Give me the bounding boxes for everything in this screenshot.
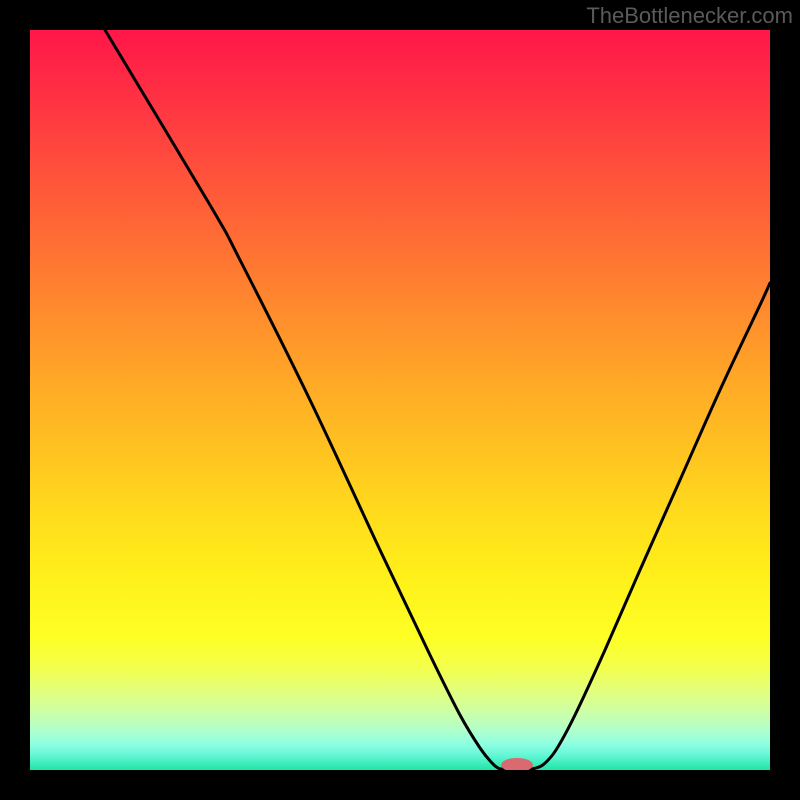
- chart-container: TheBottlenecker.com: [0, 0, 800, 800]
- gradient-background: [30, 30, 770, 770]
- attribution-label: TheBottlenecker.com: [586, 3, 793, 29]
- plot-area: [30, 30, 770, 770]
- plot-svg: [30, 30, 770, 770]
